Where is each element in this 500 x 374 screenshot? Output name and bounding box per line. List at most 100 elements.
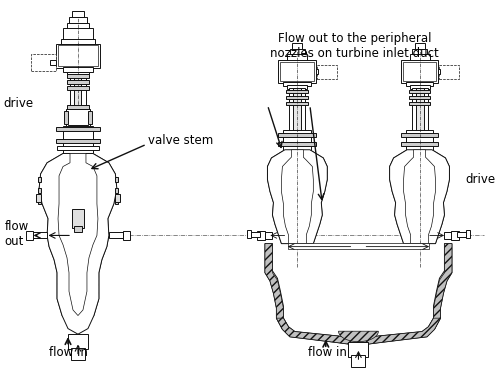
Bar — [406, 131, 433, 150]
Text: valve stem: valve stem — [148, 134, 213, 147]
Bar — [284, 131, 312, 150]
Bar — [400, 142, 438, 146]
Bar — [410, 85, 430, 89]
Bar — [286, 96, 308, 99]
Bar — [68, 334, 88, 349]
Text: drive: drive — [466, 173, 496, 186]
Bar — [318, 65, 338, 79]
Bar — [258, 231, 266, 240]
Polygon shape — [390, 150, 413, 243]
Bar — [466, 230, 470, 238]
Bar — [288, 54, 308, 61]
Bar — [265, 232, 272, 239]
Bar — [63, 28, 93, 40]
Bar — [457, 232, 466, 237]
Bar — [290, 88, 306, 131]
Polygon shape — [304, 150, 328, 243]
Polygon shape — [428, 243, 452, 329]
Bar — [123, 231, 130, 240]
Bar — [440, 65, 460, 79]
Bar — [116, 194, 120, 202]
Bar — [66, 109, 90, 126]
Bar — [109, 233, 123, 238]
Bar — [67, 74, 89, 78]
Bar — [414, 43, 424, 49]
Bar — [288, 242, 428, 249]
Bar — [72, 209, 84, 228]
Bar — [69, 17, 87, 23]
Bar — [115, 200, 118, 204]
Bar — [402, 62, 436, 81]
Bar — [88, 111, 92, 125]
Bar — [50, 60, 56, 65]
Bar — [251, 232, 260, 237]
Bar — [67, 72, 89, 75]
Bar — [68, 125, 88, 131]
Bar — [63, 126, 93, 153]
Bar — [278, 142, 316, 146]
Bar — [63, 67, 93, 72]
Polygon shape — [268, 150, 328, 243]
Bar — [280, 62, 314, 81]
Bar — [58, 45, 98, 66]
Bar — [408, 102, 430, 105]
Text: flow
out: flow out — [4, 220, 29, 248]
Polygon shape — [268, 150, 291, 243]
Bar — [38, 200, 41, 204]
Bar — [294, 88, 302, 131]
Bar — [316, 69, 318, 74]
Bar — [290, 49, 305, 55]
Bar — [60, 39, 96, 43]
Bar — [286, 102, 308, 105]
Polygon shape — [404, 150, 436, 243]
Text: Flow out to the peripheral
nozzles on turbine inlet duct: Flow out to the peripheral nozzles on tu… — [270, 33, 439, 60]
Bar — [115, 177, 118, 182]
Bar — [38, 177, 41, 182]
Bar — [412, 88, 428, 131]
Polygon shape — [39, 153, 117, 334]
Bar — [408, 90, 430, 93]
Bar — [67, 113, 89, 117]
Bar — [36, 194, 41, 202]
Bar — [72, 11, 84, 18]
Bar — [71, 348, 85, 360]
Bar — [410, 54, 430, 61]
Bar — [33, 233, 47, 238]
Bar — [400, 133, 438, 137]
Bar — [26, 231, 33, 240]
Bar — [286, 90, 308, 93]
Polygon shape — [338, 331, 378, 341]
Bar — [352, 355, 366, 367]
Bar — [408, 96, 430, 99]
Bar — [38, 188, 41, 193]
Bar — [67, 23, 89, 29]
Bar — [67, 80, 89, 84]
Polygon shape — [282, 150, 314, 243]
Bar — [278, 60, 316, 83]
Polygon shape — [390, 150, 450, 243]
Bar — [56, 43, 100, 68]
Bar — [70, 75, 86, 191]
Text: drive: drive — [3, 96, 34, 110]
Bar — [406, 82, 433, 86]
Bar — [400, 60, 438, 83]
Bar — [348, 341, 368, 356]
Polygon shape — [426, 150, 450, 243]
Text: flow in: flow in — [308, 346, 346, 359]
Bar — [67, 105, 89, 109]
Bar — [452, 231, 460, 240]
Bar — [67, 86, 89, 90]
Bar — [56, 139, 100, 143]
Bar — [438, 69, 440, 74]
Bar — [292, 43, 302, 49]
Polygon shape — [39, 153, 117, 329]
Bar — [444, 232, 452, 239]
Bar — [64, 111, 68, 125]
Polygon shape — [265, 243, 452, 345]
Bar — [284, 82, 312, 86]
Bar — [246, 230, 251, 238]
Bar — [115, 188, 118, 193]
Polygon shape — [276, 318, 440, 345]
Bar — [412, 49, 427, 55]
Bar — [278, 133, 316, 137]
